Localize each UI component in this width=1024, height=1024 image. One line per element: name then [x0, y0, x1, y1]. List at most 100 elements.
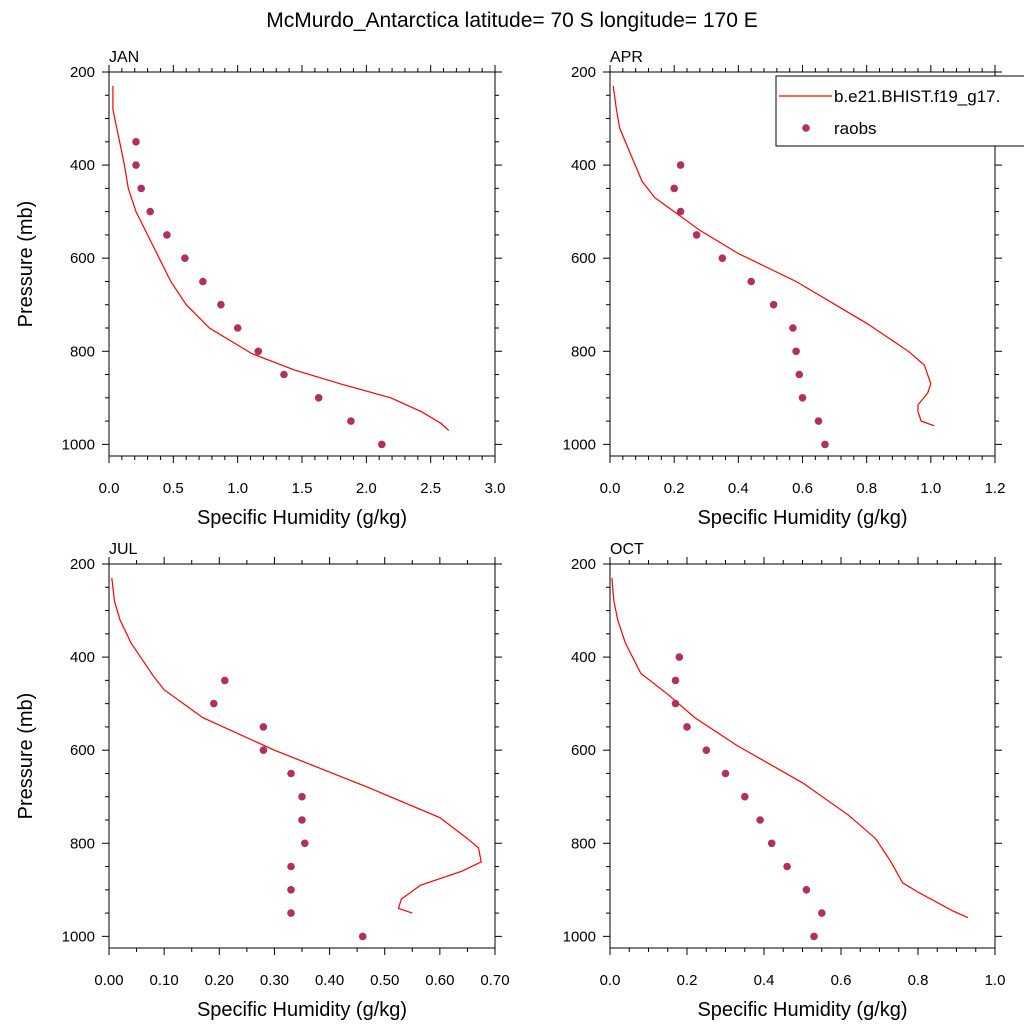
raobs-point: [810, 932, 818, 941]
raobs-point: [358, 932, 367, 941]
x-tick-label: 0.8: [908, 972, 929, 989]
x-tick-label: 1.2: [985, 480, 1006, 497]
x-tick-label: 0.0: [600, 480, 621, 497]
y-axis-label: Pressure (mb): [15, 201, 37, 328]
raobs-point: [298, 792, 306, 801]
y-tick-label: 1000: [62, 436, 95, 453]
y-tick-label: 800: [70, 835, 95, 852]
raobs-point: [233, 324, 242, 332]
x-tick-label: 0.4: [728, 480, 749, 497]
raobs-point: [769, 300, 778, 309]
raobs-point: [783, 862, 791, 871]
raobs-point: [702, 746, 711, 754]
model-line: [112, 86, 450, 431]
raobs-point: [347, 417, 355, 425]
y-tick-label: 1000: [563, 928, 596, 945]
x-tick-label: 0.40: [315, 972, 344, 989]
x-tick-label: 0.2: [664, 480, 685, 497]
panel-label: JAN: [109, 49, 139, 66]
model-line: [111, 577, 482, 914]
raobs-point: [217, 300, 225, 309]
raobs-point: [814, 417, 823, 425]
x-tick-label: 0.10: [150, 972, 179, 989]
raobs-point: [132, 138, 140, 146]
legend-obs-label: raobs: [834, 119, 877, 138]
panel-label: JUL: [109, 541, 138, 558]
y-tick-label: 800: [70, 343, 95, 360]
x-tick-label: 1.0: [920, 480, 941, 497]
y-tick-label: 1000: [563, 436, 596, 453]
raobs-point: [287, 862, 295, 871]
y-tick-label: 200: [70, 556, 95, 573]
panel-label: APR: [610, 49, 643, 66]
y-axis-label: Pressure (mb): [15, 693, 37, 820]
raobs-point: [721, 769, 730, 778]
raobs-point: [298, 816, 306, 824]
x-axis-label: Specific Humidity (g/kg): [697, 507, 907, 529]
y-tick-label: 600: [70, 250, 95, 267]
raobs-point: [301, 839, 309, 848]
panel-jan: JAN 0.0 0.5 1.0 1.5 2.0 2.5 3.0 200 400 600 800 1000…: [15, 49, 505, 529]
raobs-point: [163, 231, 171, 239]
raobs-point: [671, 676, 680, 685]
raobs-point: [676, 161, 685, 169]
raobs-point: [132, 161, 140, 169]
legend-obs-marker: [802, 124, 810, 132]
raobs-point: [795, 370, 804, 379]
x-tick-label: 0.6: [831, 972, 852, 989]
model-line: [612, 85, 935, 427]
x-tick-label: 0.6: [792, 480, 813, 497]
x-tick-label: 0.2: [677, 972, 698, 989]
raobs-point: [798, 394, 807, 402]
panel-jul: JUL 0.00 0.10 0.20 0.30 0.40 0.50 0.60 0.70 200 40…: [15, 541, 510, 1021]
x-tick-label: 0.00: [94, 972, 123, 989]
raobs-point: [676, 207, 685, 216]
raobs-point: [287, 769, 295, 778]
raobs-point: [221, 676, 229, 685]
raobs-point: [792, 347, 800, 356]
x-tick-label: 0.5: [163, 480, 184, 497]
raobs-point: [210, 699, 218, 708]
raobs-point: [287, 909, 295, 917]
raobs-point: [821, 440, 829, 449]
y-tick-label: 200: [70, 64, 95, 81]
raobs-point: [789, 324, 797, 332]
y-tick-label: 600: [571, 742, 596, 759]
raobs-point: [137, 184, 145, 193]
legend-model-label: b.e21.BHIST.f19_g17.: [834, 87, 1000, 106]
legend: b.e21.BHIST.f19_g17. raobs: [775, 75, 1024, 147]
raobs-point: [146, 207, 154, 216]
raobs-point: [199, 277, 207, 286]
y-tick-label: 600: [70, 742, 95, 759]
raobs-point: [280, 370, 288, 379]
raobs-point: [767, 839, 776, 848]
raobs-point: [692, 231, 701, 239]
x-tick-label: 0.60: [425, 972, 454, 989]
plot-frame: [108, 71, 496, 457]
figure-title: McMurdo_Antarctica latitude= 70 S longit…: [266, 9, 757, 32]
raobs-point: [314, 394, 323, 402]
raobs-point: [670, 184, 678, 193]
y-tick-label: 800: [571, 343, 596, 360]
y-tick-label: 1000: [62, 928, 95, 945]
plot-frame: [609, 563, 996, 949]
raobs-point: [818, 909, 826, 917]
x-tick-label: 0.30: [260, 972, 289, 989]
panels: JAN 0.0 0.5 1.0 1.5 2.0 2.5 3.0 200 400 600 800 1000…: [15, 49, 1005, 1021]
raobs-point: [747, 277, 755, 286]
x-axis-label: Specific Humidity (g/kg): [197, 507, 407, 529]
y-tick-label: 200: [571, 556, 596, 573]
legend-box: [775, 75, 1024, 147]
y-tick-label: 800: [571, 835, 596, 852]
y-tick-label: 400: [70, 157, 95, 174]
raobs-point: [718, 254, 727, 262]
raobs-point: [287, 886, 295, 894]
raobs-point: [259, 723, 268, 731]
y-tick-label: 200: [571, 64, 596, 81]
raobs-point: [802, 886, 811, 894]
x-tick-label: 3.0: [485, 480, 506, 497]
raobs-point: [675, 653, 684, 661]
y-tick-label: 400: [571, 649, 596, 666]
panel-oct: OCT 0.0 0.2 0.4 0.6 0.8 1.0 200 400 600 800 1000 Spe…: [563, 541, 1006, 1021]
raobs-point: [378, 440, 386, 449]
